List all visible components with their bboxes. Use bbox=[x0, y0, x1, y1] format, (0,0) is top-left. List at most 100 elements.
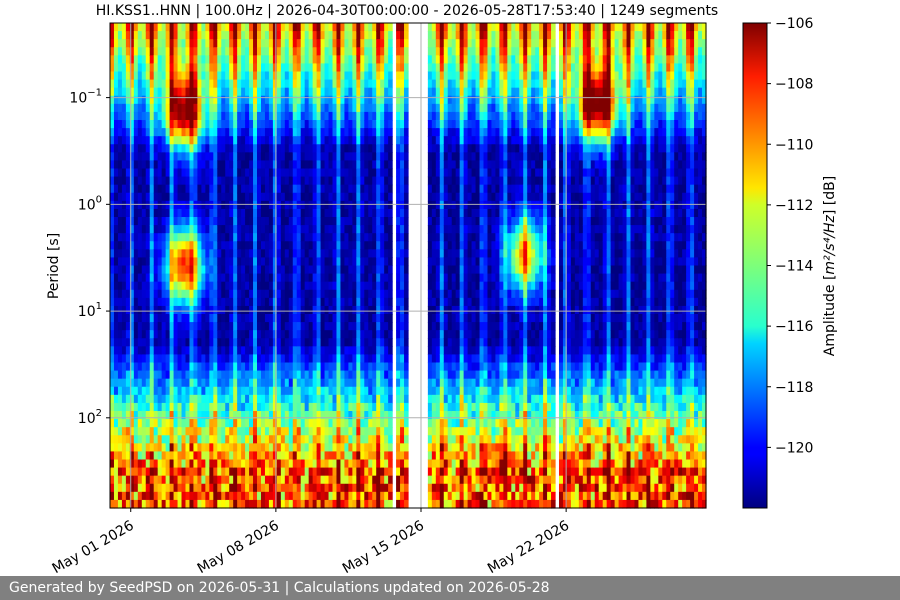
heatmap-cell bbox=[348, 160, 353, 170]
heatmap-cell bbox=[372, 346, 377, 356]
heatmap-cell bbox=[443, 362, 449, 372]
heatmap-cell bbox=[173, 305, 179, 315]
heatmap-cell bbox=[245, 297, 250, 307]
heatmap-cell bbox=[133, 330, 139, 339]
heatmap-cell bbox=[308, 55, 314, 65]
heatmap-cell bbox=[177, 128, 183, 137]
heatmap-cell bbox=[292, 55, 298, 65]
heatmap-cell bbox=[165, 241, 171, 250]
heatmap-cell bbox=[455, 370, 461, 380]
heatmap-cell bbox=[133, 467, 139, 477]
heatmap-cell bbox=[300, 200, 306, 210]
heatmap-cell bbox=[404, 394, 409, 404]
heatmap-cell bbox=[185, 427, 191, 436]
heatmap-cell bbox=[257, 120, 262, 129]
heatmap-cell bbox=[141, 120, 147, 129]
heatmap-cell bbox=[288, 55, 294, 65]
heatmap-cell bbox=[209, 233, 214, 242]
heatmap-cell bbox=[129, 322, 135, 331]
heatmap-cell bbox=[376, 233, 381, 242]
heatmap-cell bbox=[241, 475, 246, 485]
heatmap-cell bbox=[201, 152, 206, 162]
heatmap-cell bbox=[181, 346, 187, 356]
heatmap-cell bbox=[304, 402, 310, 412]
heatmap-cell bbox=[177, 419, 183, 428]
heatmap-cell bbox=[173, 168, 179, 178]
heatmap-cell bbox=[368, 499, 373, 509]
heatmap-cell bbox=[304, 314, 310, 323]
heatmap-cell bbox=[304, 152, 310, 162]
heatmap-cell bbox=[344, 184, 349, 194]
heatmap-cell bbox=[380, 305, 385, 315]
heatmap-cell bbox=[213, 265, 218, 275]
heatmap-cell bbox=[308, 225, 314, 234]
heatmap-cell bbox=[396, 192, 401, 202]
heatmap-cell bbox=[296, 184, 302, 194]
heatmap-cell bbox=[296, 136, 302, 145]
heatmap-cell bbox=[125, 419, 131, 428]
heatmap-cell bbox=[332, 305, 338, 315]
heatmap-cell bbox=[388, 184, 393, 194]
heatmap-cell bbox=[169, 499, 175, 509]
heatmap-cell bbox=[396, 354, 401, 364]
heatmap-cell bbox=[157, 499, 163, 509]
heatmap-cell bbox=[280, 370, 286, 380]
heatmap-cell bbox=[241, 144, 246, 153]
heatmap-cell bbox=[272, 475, 278, 485]
heatmap-cell bbox=[110, 31, 115, 40]
heatmap-cell bbox=[427, 47, 433, 56]
heatmap-cell bbox=[213, 103, 218, 113]
heatmap-cell bbox=[376, 402, 381, 412]
heatmap-cell bbox=[193, 451, 199, 461]
heatmap-cell bbox=[388, 152, 393, 162]
heatmap-cell bbox=[149, 168, 155, 178]
heatmap-cell bbox=[237, 378, 242, 388]
heatmap-cell bbox=[177, 95, 183, 105]
heatmap-cell bbox=[145, 23, 151, 32]
heatmap-cell bbox=[113, 176, 119, 186]
heatmap-cell bbox=[332, 281, 338, 291]
heatmap-cell bbox=[404, 217, 409, 226]
heatmap-cell bbox=[316, 338, 322, 347]
heatmap-cell bbox=[384, 200, 389, 210]
heatmap-cell bbox=[117, 443, 123, 453]
heatmap-cell bbox=[161, 330, 167, 339]
heatmap-cell bbox=[237, 31, 242, 40]
heatmap-cell bbox=[253, 95, 258, 105]
heatmap-cell bbox=[113, 63, 119, 73]
heatmap-cell bbox=[388, 273, 393, 283]
heatmap-cell bbox=[296, 217, 302, 226]
heatmap-cell bbox=[110, 297, 115, 307]
heatmap-cell bbox=[324, 297, 330, 307]
heatmap-cell bbox=[181, 305, 187, 315]
heatmap-cell bbox=[193, 483, 199, 493]
heatmap-cell bbox=[125, 79, 131, 89]
heatmap-cell bbox=[360, 314, 365, 323]
heatmap-cell bbox=[276, 475, 282, 485]
heatmap-cell bbox=[308, 322, 314, 331]
heatmap-cell bbox=[205, 467, 210, 477]
heatmap-cell bbox=[404, 354, 409, 364]
heatmap-cell bbox=[455, 241, 461, 250]
heatmap-cell bbox=[276, 71, 282, 81]
heatmap-cell bbox=[137, 95, 143, 105]
heatmap-cell bbox=[125, 289, 131, 299]
heatmap-cell bbox=[110, 370, 115, 380]
heatmap-cell bbox=[161, 386, 167, 396]
heatmap-cell bbox=[237, 63, 242, 73]
heatmap-cell bbox=[197, 152, 202, 162]
heatmap-cell bbox=[113, 443, 119, 453]
heatmap-cell bbox=[348, 39, 353, 48]
heatmap-cell bbox=[304, 491, 310, 501]
heatmap-cell bbox=[308, 435, 314, 444]
heatmap-cell bbox=[447, 427, 453, 436]
heatmap-cell bbox=[304, 63, 310, 73]
heatmap-cell bbox=[316, 499, 322, 509]
heatmap-cell bbox=[245, 71, 250, 81]
heatmap-cell bbox=[245, 103, 250, 113]
heatmap-cell bbox=[320, 160, 326, 170]
heatmap-cell bbox=[110, 79, 115, 89]
heatmap-cell bbox=[177, 314, 183, 323]
heatmap-cell bbox=[320, 265, 326, 275]
heatmap-cell bbox=[280, 394, 286, 404]
